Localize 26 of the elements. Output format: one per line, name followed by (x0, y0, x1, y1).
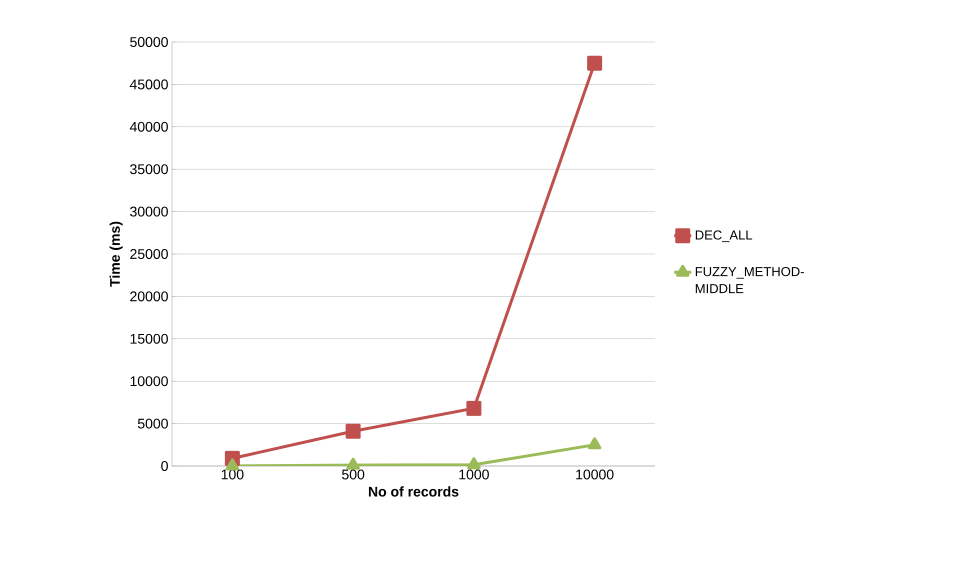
x-tick-label: 10000 (576, 470, 614, 480)
y-axis-title: Time (ms) (110, 222, 123, 287)
y-tick-label: 45000 (130, 79, 168, 90)
y-tick-label: 0 (161, 461, 168, 471)
point (346, 458, 360, 470)
point (467, 457, 481, 470)
point (588, 437, 602, 450)
x-axis-title: No of records (368, 486, 458, 497)
y-tick-label: 5000 (138, 418, 168, 429)
x-tick-label: 500 (342, 470, 364, 480)
legend-label: FUZZY_METHOD-MIDDLE (696, 266, 804, 294)
point (466, 400, 482, 416)
y-tick-label: 30000 (130, 206, 168, 217)
legend-label: DEC_ALL (696, 230, 752, 242)
point (226, 458, 240, 470)
y-tick-label: 10000 (130, 376, 168, 386)
point (346, 424, 361, 439)
point (587, 56, 602, 71)
y-tick-label: 35000 (130, 164, 168, 174)
y-tick-label: 15000 (130, 334, 168, 344)
x-tick-label: 1000 (459, 470, 489, 480)
x-tick-label: 100 (222, 470, 244, 480)
y-tick-label: 25000 (130, 249, 168, 259)
y-tick-label: 50000 (130, 37, 168, 47)
y-tick-label: 20000 (130, 291, 168, 302)
y-tick-label: 40000 (130, 122, 168, 132)
